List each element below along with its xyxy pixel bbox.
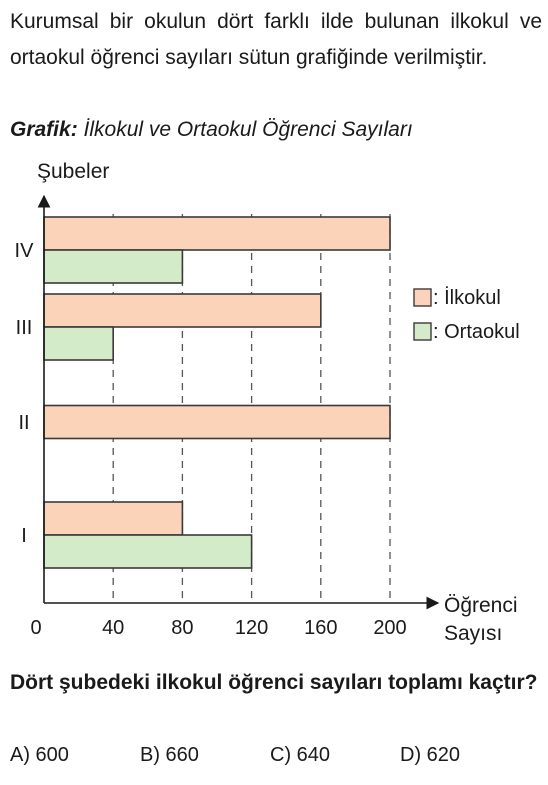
x-tick-label-160: 160 (304, 617, 337, 639)
bar-ilkokul-II (43, 404, 391, 440)
x-tick-label-40: 40 (102, 617, 124, 639)
bar-ilkokul-III (43, 293, 322, 328)
caption-prefix: Grafik: (10, 118, 78, 141)
bar-ilkokul-I (43, 501, 184, 536)
bar-ortaokul-IV (43, 249, 184, 284)
x-tick-label-80: 80 (171, 617, 193, 639)
option-d[interactable]: D) 620 (400, 744, 461, 766)
legend-ortaokul-swatch (413, 322, 432, 341)
legend-ilkokul-label: : İlkokul (433, 286, 501, 309)
legend-ortaokul-label: : Ortaokul (433, 321, 520, 343)
bar-ilkokul-IV (43, 216, 391, 251)
bar-ortaokul-III (43, 326, 114, 361)
legend-ilkokul-swatch (413, 288, 432, 307)
option-a[interactable]: A) 600 (10, 744, 69, 766)
y-tick-label-IV: IV (15, 240, 35, 262)
x-tick-label-200: 200 (373, 617, 406, 639)
bar-ortaokul-I (43, 534, 253, 569)
y-tick-label-II: II (18, 412, 29, 434)
option-b[interactable]: B) 660 (140, 744, 199, 766)
answer-options: A) 600 B) 660 C) 640 D) 620 (10, 744, 542, 767)
y-tick-label-III: III (16, 317, 33, 339)
caption-title: İlkokul ve Ortaokul Öğrenci Sayıları (83, 118, 413, 141)
x-axis-label-line1: Öğrenci (444, 594, 518, 617)
chart-caption: Grafik: İlkokul ve Ortaokul Öğrenci Sayı… (10, 118, 413, 142)
option-c[interactable]: C) 640 (270, 744, 331, 766)
x-tick-label-120: 120 (235, 617, 268, 639)
y-tick-label-I: I (21, 525, 27, 547)
question-text: Dört şubedeki ilkokul öğrenci sayıları t… (10, 671, 538, 694)
intro-text: Kurumsal bir okulun dört farklı ilde bul… (10, 10, 542, 69)
y-axis-label: Şubeler (37, 160, 109, 183)
x-tick-label-0: 0 (30, 617, 41, 639)
x-axis-label-line2: Sayısı (444, 622, 502, 645)
